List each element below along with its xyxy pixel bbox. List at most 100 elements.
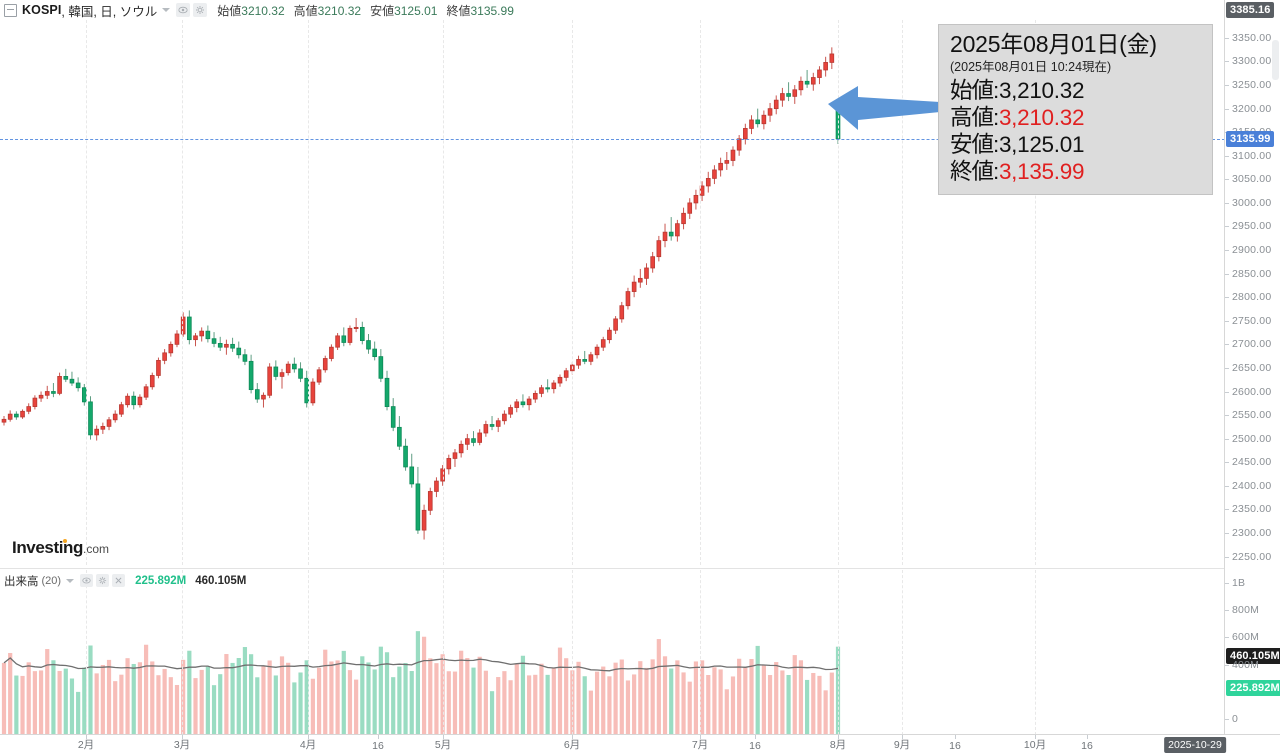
tooltip-open-value: 3,210.32 bbox=[998, 77, 1085, 103]
chevron-down-icon[interactable] bbox=[66, 578, 75, 583]
chevron-down-icon[interactable] bbox=[162, 8, 171, 12]
tooltip-high-label: 高値 bbox=[950, 104, 994, 130]
price-axis-label: 2300.00 bbox=[1232, 526, 1272, 539]
ohlc-close-label: 終値 bbox=[446, 3, 471, 18]
price-axis-tick bbox=[1225, 202, 1229, 204]
tooltip-open-label: 始値 bbox=[950, 77, 994, 103]
volume-ma-badge: 225.892M bbox=[1226, 680, 1280, 697]
price-axis-label: 2400.00 bbox=[1232, 479, 1272, 492]
quote-tooltip: 2025年08月01日(金) (2025年08月01日 10:24現在) 始値:… bbox=[938, 24, 1213, 195]
volume-title: 出来高 bbox=[4, 575, 39, 588]
volume-ma-value: 225.892M bbox=[135, 574, 187, 587]
date-axis-tick bbox=[955, 735, 956, 739]
price-axis[interactable]: 3350.003300.003250.003200.003150.003100.… bbox=[1224, 0, 1280, 740]
legend-toggle-icon[interactable] bbox=[4, 3, 17, 17]
price-axis-label: 2550.00 bbox=[1232, 409, 1272, 422]
tooltip-open-row: 始値:3,210.32 bbox=[950, 77, 1085, 103]
date-axis-label: 9月 bbox=[893, 739, 911, 751]
ohlc-high-value: 3210.32 bbox=[317, 3, 362, 18]
price-axis-tick bbox=[1225, 344, 1229, 346]
vertical-scale-handle[interactable] bbox=[1272, 40, 1279, 80]
month-gridline bbox=[182, 570, 183, 735]
tooltip-low-row: 安値:3,125.01 bbox=[950, 131, 1085, 157]
ohlc-close-value: 3135.99 bbox=[470, 3, 514, 18]
volume-axis-tick bbox=[1225, 582, 1229, 584]
volume-axis-label: 1B bbox=[1232, 576, 1246, 589]
price-axis-label: 2650.00 bbox=[1232, 361, 1272, 374]
price-axis-label: 2250.00 bbox=[1232, 550, 1272, 563]
volume-axis-label: 600M bbox=[1232, 631, 1260, 644]
price-axis-tick bbox=[1225, 391, 1229, 393]
price-axis-top-badge: 3385.16 bbox=[1226, 2, 1275, 18]
volume-series bbox=[1, 631, 841, 735]
month-gridline bbox=[1035, 20, 1036, 565]
date-axis-label: 10月 bbox=[1023, 739, 1047, 751]
price-axis-tick bbox=[1225, 320, 1229, 322]
month-gridline bbox=[308, 20, 309, 565]
current-price-badge: 3135.99 bbox=[1226, 130, 1275, 147]
date-axis-label: 7月 bbox=[691, 739, 709, 751]
month-gridline bbox=[308, 570, 309, 735]
month-gridline bbox=[1035, 570, 1036, 735]
price-axis-tick bbox=[1225, 61, 1229, 63]
volume-period: (20) bbox=[41, 574, 62, 587]
month-gridline bbox=[902, 20, 903, 565]
price-axis-label: 2950.00 bbox=[1232, 220, 1272, 233]
volume-axis-label: 0 bbox=[1232, 713, 1239, 725]
price-axis-label: 3350.00 bbox=[1232, 31, 1272, 44]
price-axis-tick bbox=[1225, 297, 1229, 299]
price-axis-tick bbox=[1225, 415, 1229, 417]
date-axis-label: 5月 bbox=[434, 739, 452, 751]
volume-axis-tick bbox=[1225, 637, 1229, 639]
month-gridline bbox=[838, 20, 839, 565]
price-axis-label: 2350.00 bbox=[1232, 503, 1272, 516]
price-axis-tick bbox=[1225, 509, 1229, 511]
logo-suffix: .com bbox=[83, 542, 110, 556]
price-axis-label: 2850.00 bbox=[1232, 267, 1272, 280]
price-axis-tick bbox=[1225, 85, 1229, 87]
volume-chart-pane[interactable] bbox=[0, 570, 1225, 735]
close-icon[interactable] bbox=[112, 574, 126, 587]
date-axis-tick bbox=[308, 735, 309, 739]
price-axis-label: 3200.00 bbox=[1232, 102, 1272, 115]
logo-text: Investing bbox=[12, 538, 84, 557]
date-axis-tick bbox=[1087, 735, 1088, 739]
month-gridline bbox=[443, 570, 444, 735]
price-axis-tick bbox=[1225, 532, 1229, 534]
price-axis-tick bbox=[1225, 155, 1229, 157]
pane-divider bbox=[0, 568, 1225, 569]
month-gridline bbox=[572, 20, 573, 565]
date-axis-tick bbox=[378, 735, 379, 739]
symbol-name[interactable]: KOSPI bbox=[22, 3, 62, 17]
volume-panel-header: 出来高 (20) 225.892M 460.105M bbox=[4, 573, 246, 588]
date-axis-tick bbox=[838, 735, 839, 739]
month-gridline bbox=[700, 570, 701, 735]
date-axis[interactable]: 2月 3月 4月 16 5月 6月 7月 16 8月 9月 16 10月 16 2025-10-29 bbox=[0, 734, 1280, 755]
gear-icon[interactable] bbox=[193, 3, 208, 17]
price-axis-label: 3000.00 bbox=[1232, 196, 1272, 209]
month-gridline bbox=[86, 20, 87, 565]
price-axis-tick bbox=[1225, 462, 1229, 464]
date-axis-tick bbox=[182, 735, 183, 739]
month-gridline bbox=[902, 570, 903, 735]
date-axis-tick bbox=[902, 735, 903, 739]
gear-icon[interactable] bbox=[96, 574, 110, 587]
month-gridline bbox=[443, 20, 444, 565]
date-axis-tick bbox=[443, 735, 444, 739]
annotation-arrow-icon bbox=[828, 86, 940, 130]
volume-axis-tick bbox=[1225, 719, 1229, 720]
eye-icon[interactable] bbox=[80, 574, 94, 587]
price-axis-tick bbox=[1225, 37, 1229, 39]
eye-icon[interactable] bbox=[176, 3, 191, 17]
ohlc-low-label: 安値 bbox=[370, 3, 395, 18]
price-axis-label: 2500.00 bbox=[1232, 432, 1272, 445]
date-axis-tick bbox=[1035, 735, 1036, 739]
price-axis-tick bbox=[1225, 226, 1229, 228]
tooltip-high-value: 3,210.32 bbox=[998, 104, 1085, 130]
price-axis-tick bbox=[1225, 556, 1229, 558]
price-axis-label: 2600.00 bbox=[1232, 385, 1272, 398]
date-axis-label: 16 bbox=[749, 740, 761, 752]
date-axis-badge: 2025-10-29 bbox=[1164, 737, 1226, 753]
date-axis-label: 16 bbox=[372, 740, 384, 752]
